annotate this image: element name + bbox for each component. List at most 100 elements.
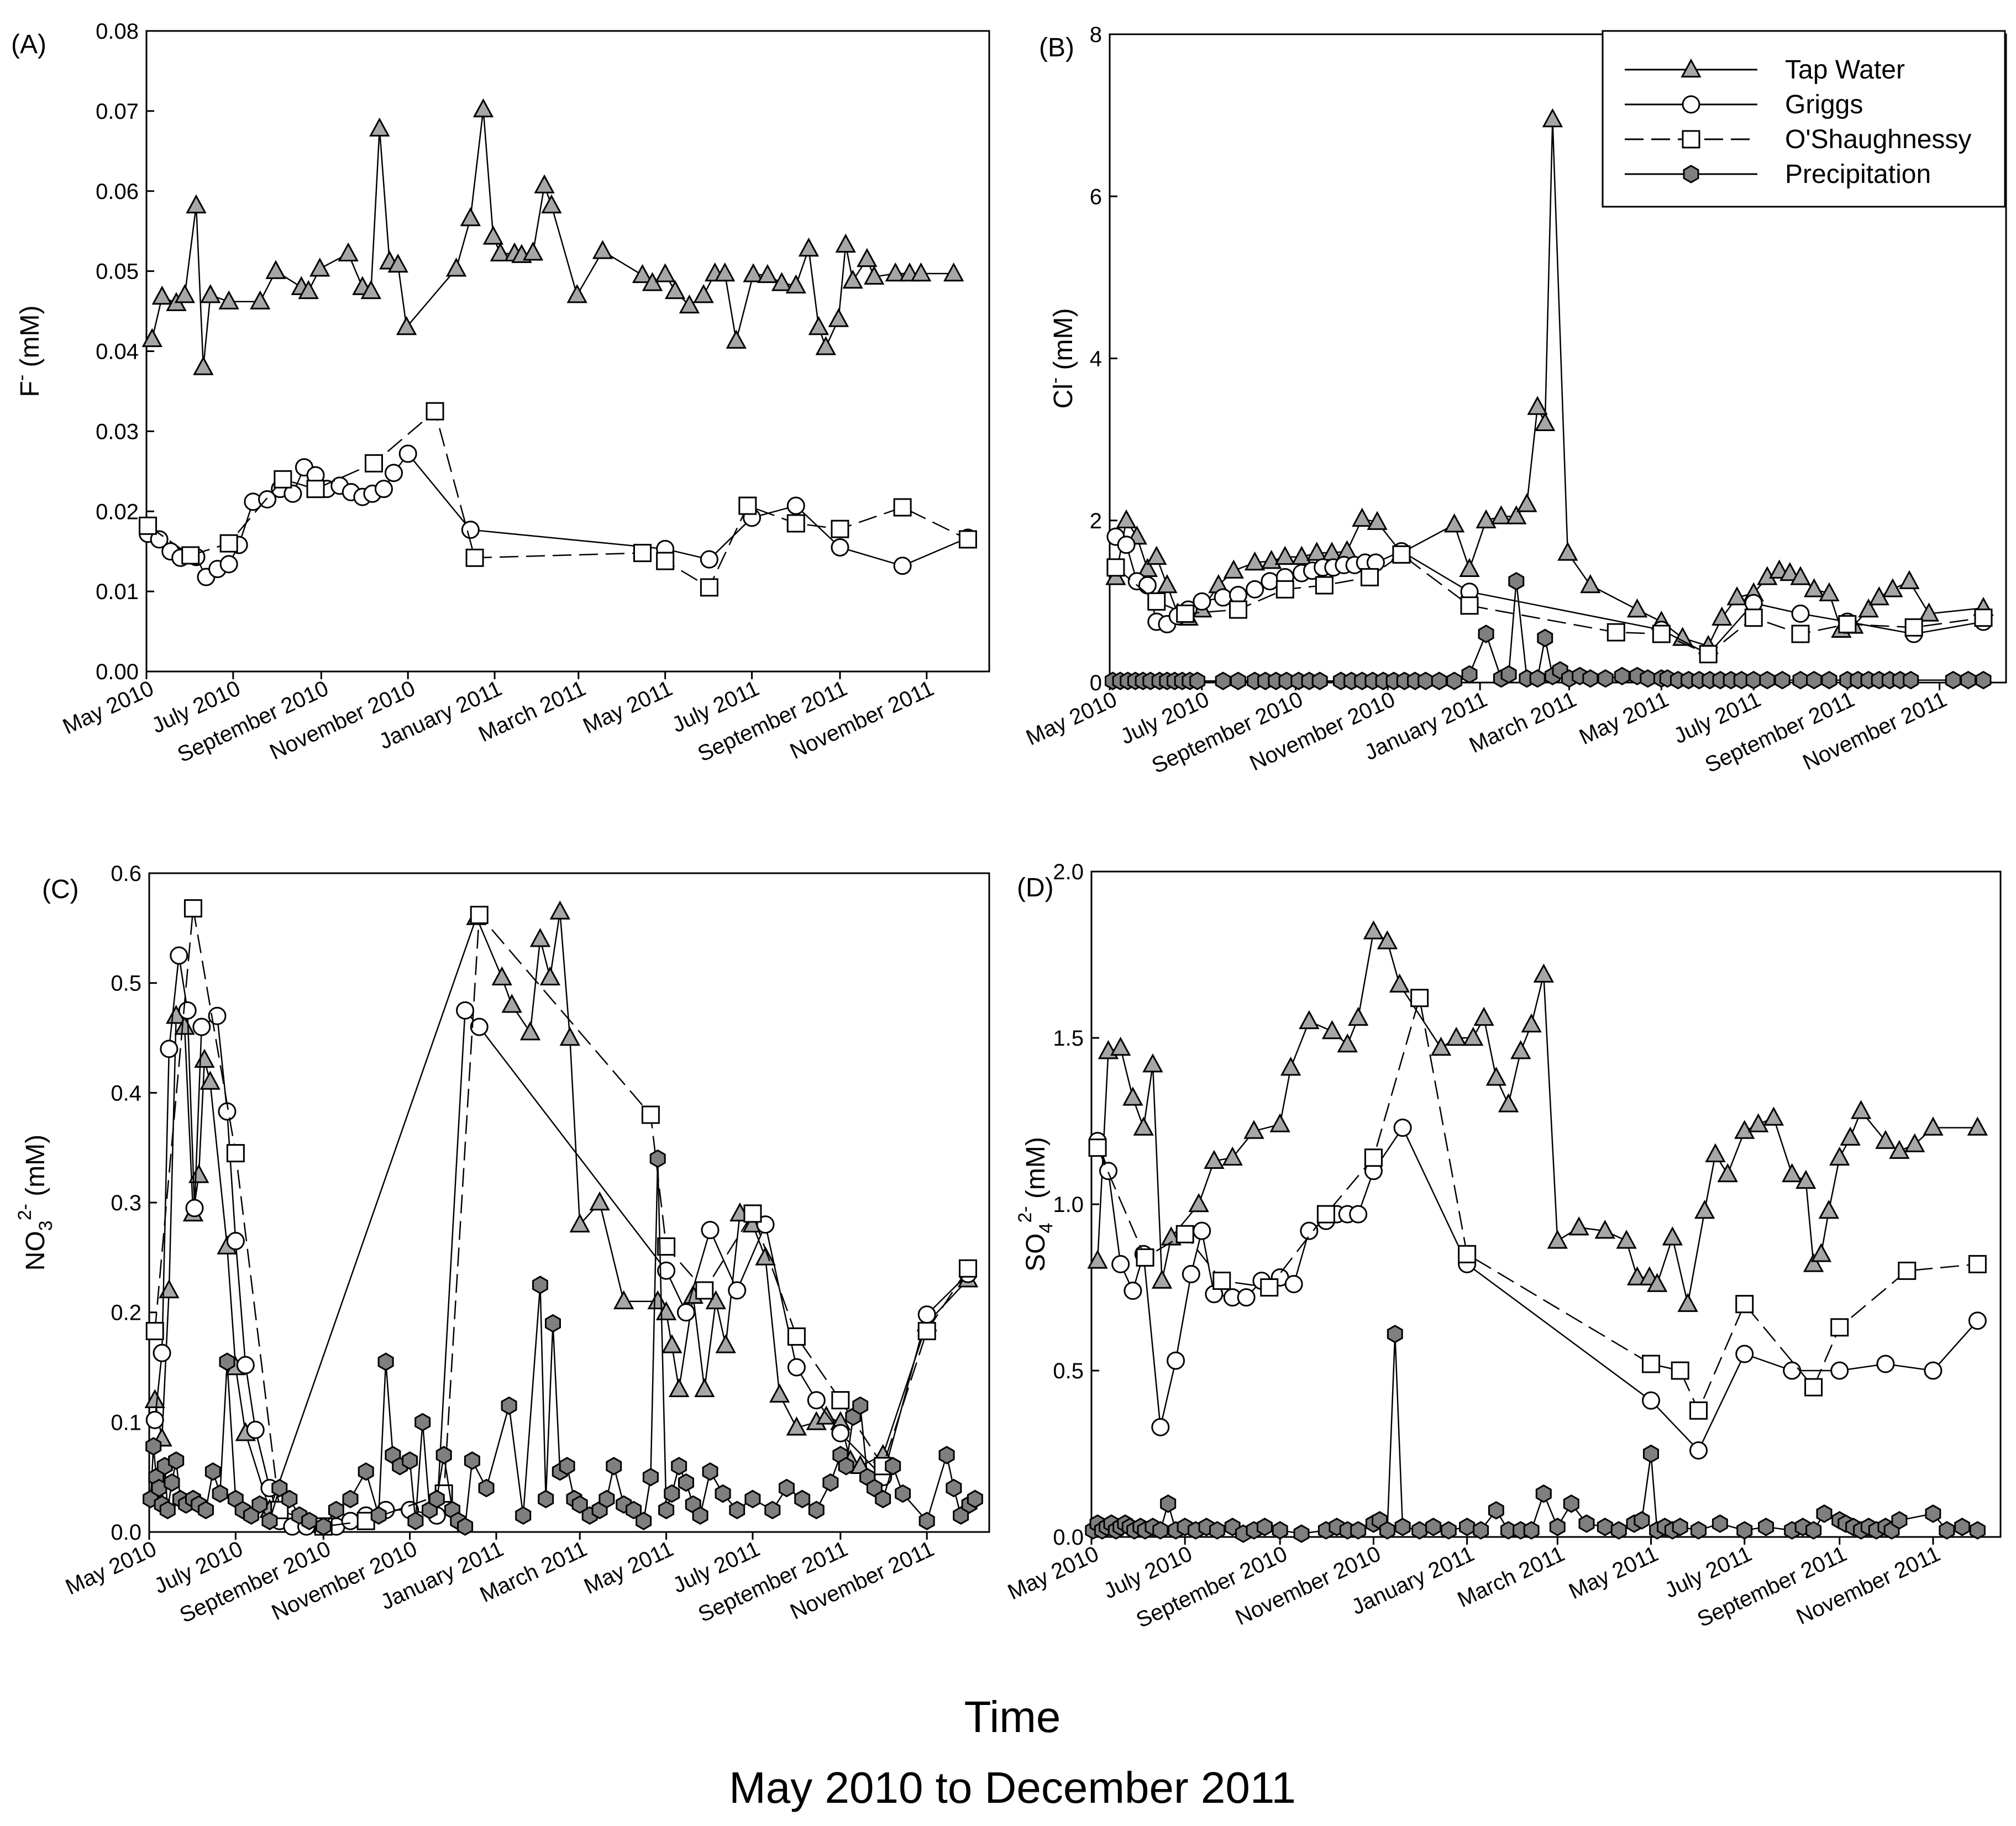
data-point-tap-water (815, 336, 836, 355)
legend-entry-griggs: Griggs (1785, 90, 1863, 119)
data-point-griggs (893, 557, 912, 575)
data-point-precipitation (1939, 1521, 1955, 1540)
data-point-tap-water (200, 1071, 221, 1090)
data-point-tap-water (1274, 545, 1295, 565)
data-point-griggs (831, 538, 849, 557)
data-point-precipitation (1523, 1521, 1540, 1540)
data-point-precipitation (1582, 669, 1599, 688)
y-tick-label: 8 (1090, 23, 1102, 47)
data-point-precipitation (1488, 1501, 1504, 1520)
data-point-tap-water (1516, 493, 1537, 512)
data-point-o-shaughnessy (1735, 1295, 1754, 1314)
data-point-tap-water (159, 1279, 180, 1299)
y-tick-label: 0.04 (96, 340, 139, 364)
series-tap-water (1087, 920, 1988, 1312)
data-point-precipitation (457, 1517, 474, 1536)
x-tick-label: September 2010 (1148, 687, 1307, 778)
data-point-tap-water (1223, 559, 1244, 579)
data-point-griggs (701, 1221, 720, 1240)
y-tick-label: 1.5 (1053, 1026, 1084, 1051)
data-point-tap-water (396, 316, 417, 335)
data-point-precipitation (1431, 671, 1447, 690)
data-point-precipitation (1774, 670, 1791, 690)
panel-label: (A) (11, 30, 46, 59)
data-point-griggs (831, 1424, 850, 1442)
data-point-tap-water (1122, 1087, 1143, 1106)
data-point-tap-water (1087, 1250, 1108, 1269)
data-point-griggs (1968, 1311, 1987, 1330)
data-point-o-shaughnessy (633, 544, 652, 563)
data-point-tap-water (632, 264, 653, 284)
data-point-tap-water (1726, 586, 1747, 606)
data-point-tap-water (491, 966, 512, 985)
footer-subtitle: May 2010 to December 2011 (729, 1763, 1296, 1812)
data-point-tap-water (265, 260, 286, 279)
data-point-precipitation (464, 1451, 480, 1470)
data-point-o-shaughnessy (364, 454, 383, 473)
y-tick-label: 0.08 (96, 19, 139, 44)
panel-label: (C) (42, 875, 79, 904)
data-point-precipitation (414, 1413, 431, 1432)
data-point-precipitation (1387, 1325, 1403, 1344)
data-point-precipitation (515, 1506, 532, 1525)
data-point-tap-water (664, 280, 686, 300)
legend-swatches (1625, 58, 1757, 183)
data-point-griggs (1214, 588, 1232, 607)
data-point-tap-water (1490, 505, 1512, 524)
data-point-tap-water (1626, 598, 1648, 618)
data-point-tap-water (186, 194, 207, 214)
data-point-precipitation (1459, 1518, 1476, 1536)
y-tick-label: 0.6 (111, 862, 141, 886)
data-point-tap-water (1443, 513, 1465, 533)
x-tick-label: September 2011 (694, 676, 851, 767)
data-point-griggs (341, 1512, 360, 1530)
data-point-griggs (1924, 1361, 1943, 1380)
data-point-tap-water (1137, 558, 1158, 577)
data-point-o-shaughnessy (1791, 625, 1810, 643)
data-point-precipitation (636, 1512, 652, 1530)
data-point-tap-water (151, 285, 172, 305)
data-point-precipitation (315, 1517, 332, 1536)
data-point-o-shaughnessy (656, 552, 675, 570)
series-precipitation (1105, 571, 1992, 690)
data-point-tap-water (534, 174, 555, 193)
data-point-o-shaughnessy (1229, 600, 1247, 619)
y-tick-label: 0.0 (111, 1520, 141, 1545)
data-point-precipitation (1537, 628, 1553, 648)
data-point-precipitation (145, 1437, 162, 1456)
data-point-o-shaughnessy (1364, 1148, 1383, 1167)
data-point-tap-water (188, 1164, 209, 1183)
data-point-tap-water (1363, 920, 1384, 940)
data-point-precipitation (1891, 1511, 1908, 1530)
data-point-precipitation (1293, 1524, 1310, 1543)
legend-entry-oshaughnessy: O'Shaughnessy (1785, 125, 1971, 154)
data-point-precipitation (1821, 670, 1838, 690)
series-o-shaughnessy (1088, 989, 1987, 1420)
data-point-o-shaughnessy (426, 402, 444, 421)
data-point-tap-water (1280, 1057, 1301, 1076)
data-point-precipitation (658, 1500, 675, 1520)
data-point-griggs (1193, 1221, 1211, 1240)
x-tick-label: May 2011 (1576, 687, 1672, 749)
data-point-o-shaughnessy (1316, 1205, 1335, 1224)
data-point-precipitation (1691, 1521, 1707, 1540)
legend-swatch-circle-icon (1682, 95, 1700, 114)
data-point-precipitation (678, 1473, 694, 1492)
data-point-tap-water (1110, 1036, 1131, 1056)
data-point-tap-water (842, 269, 863, 289)
data-point-tap-water (662, 1334, 683, 1353)
data-point-tap-water (539, 966, 561, 985)
data-point-tap-water (1348, 1006, 1369, 1026)
data-point-tap-water (857, 248, 878, 267)
data-point-precipitation (402, 1451, 418, 1470)
x-tick-label: November 2010 (266, 676, 419, 764)
data-point-o-shaughnessy (306, 480, 325, 499)
data-point-o-shaughnessy (1671, 1361, 1689, 1380)
data-point-tap-water (1352, 507, 1373, 527)
data-point-precipitation (1535, 1484, 1552, 1503)
data-point-o-shaughnessy (1212, 1271, 1231, 1290)
data-point-griggs (1182, 1264, 1200, 1283)
